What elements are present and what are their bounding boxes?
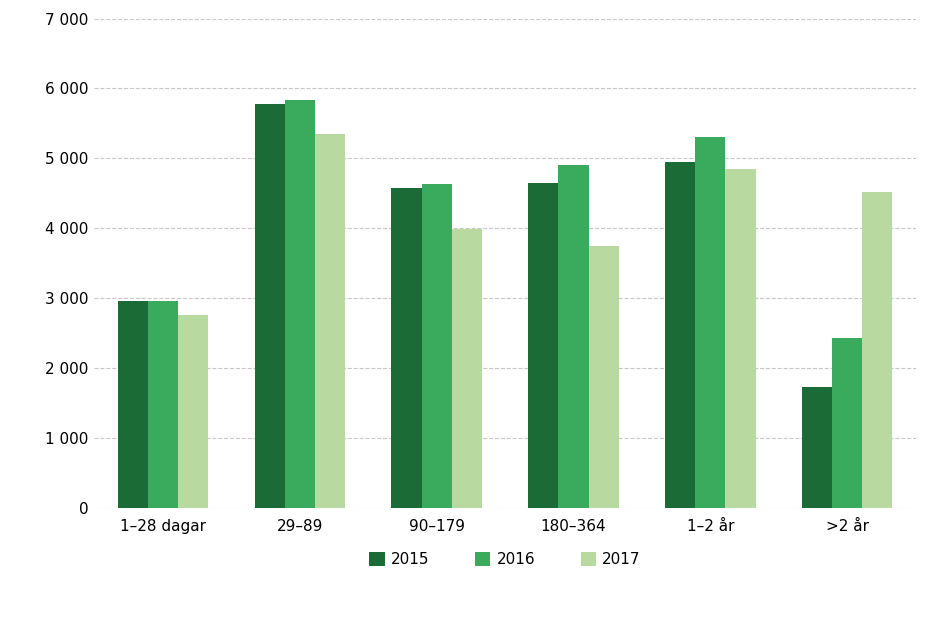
Bar [392,188,422,508]
Bar [862,192,892,508]
Bar [148,301,177,508]
Bar [725,169,755,508]
Legend: 2015, 2016, 2017: 2015, 2016, 2017 [363,546,647,573]
Bar [285,100,314,508]
Bar [118,301,148,508]
Bar [451,229,481,508]
Bar [802,387,833,508]
Bar [422,184,451,508]
Bar [559,165,588,508]
Bar [833,338,862,508]
Bar [588,246,618,508]
Bar [177,316,208,508]
Bar [666,162,696,508]
Bar [255,104,285,508]
Bar [314,134,345,508]
Bar [529,183,559,508]
Bar [696,137,725,508]
